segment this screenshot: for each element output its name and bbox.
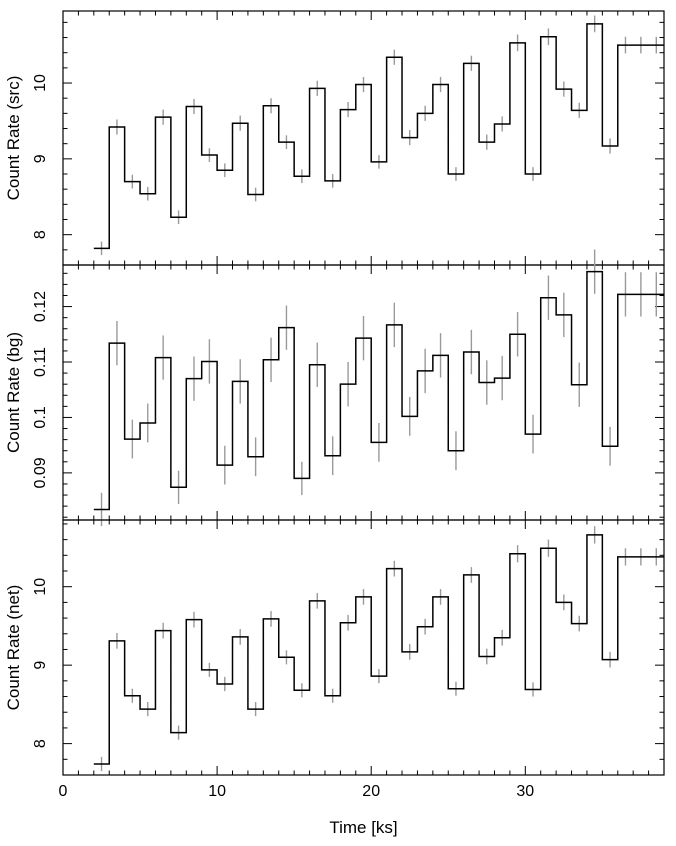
panel-net-frame <box>62 519 665 776</box>
panel-net-y-tick-label: 8 <box>32 739 49 748</box>
x-tick-label: 30 <box>516 783 534 800</box>
x-tick-label: 10 <box>208 783 226 800</box>
panel-src-frame <box>62 10 665 266</box>
panel-net-y-tick-label: 9 <box>32 661 49 670</box>
panel-net-plot-area: 8 9 10 0 10 20 30 <box>32 519 665 800</box>
panel-bg-y-tick-label: 0.1 <box>32 406 49 428</box>
panel-net-y-axis-label: Count Rate (net) <box>4 585 23 711</box>
panel-bg-rate-step-line <box>93 270 664 511</box>
panel-src-y-axis-label: Count Rate (src) <box>4 76 23 201</box>
panel-src-y-tick-label: 9 <box>32 154 49 163</box>
panel-bg-y-tick-label: 0.12 <box>32 291 49 322</box>
panel-src-y-tick-label: 8 <box>32 230 49 239</box>
x-axis-label: Time [ks] <box>329 818 397 837</box>
panel-bg-frame <box>62 264 665 521</box>
panel-net: 8 9 10 0 10 20 30 Count Rate (net) <box>4 519 665 800</box>
panel-bg-y-tick-label: 0.11 <box>32 347 49 377</box>
panel-src-plot-area: 8 9 10 <box>32 10 665 266</box>
panel-src-rate-step-line <box>93 23 664 250</box>
panel-bg: 0.09 0.1 0.11 0.12 Count Rate (bg) <box>4 249 665 527</box>
panel-net-rate-step-line <box>93 534 664 765</box>
panel-bg-y-axis-label: Count Rate (bg) <box>4 332 23 453</box>
panel-src: 8 9 10 Count Rate (src) <box>4 10 665 266</box>
panel-net-y-tick-label: 10 <box>32 578 49 596</box>
x-tick-label: 0 <box>59 783 68 800</box>
panel-src-y-tick-label: 10 <box>32 74 49 92</box>
panel-bg-y-tick-label: 0.09 <box>32 457 49 488</box>
x-tick-label: 20 <box>362 783 380 800</box>
panel-bg-plot-area: 0.09 0.1 0.11 0.12 <box>32 249 665 527</box>
